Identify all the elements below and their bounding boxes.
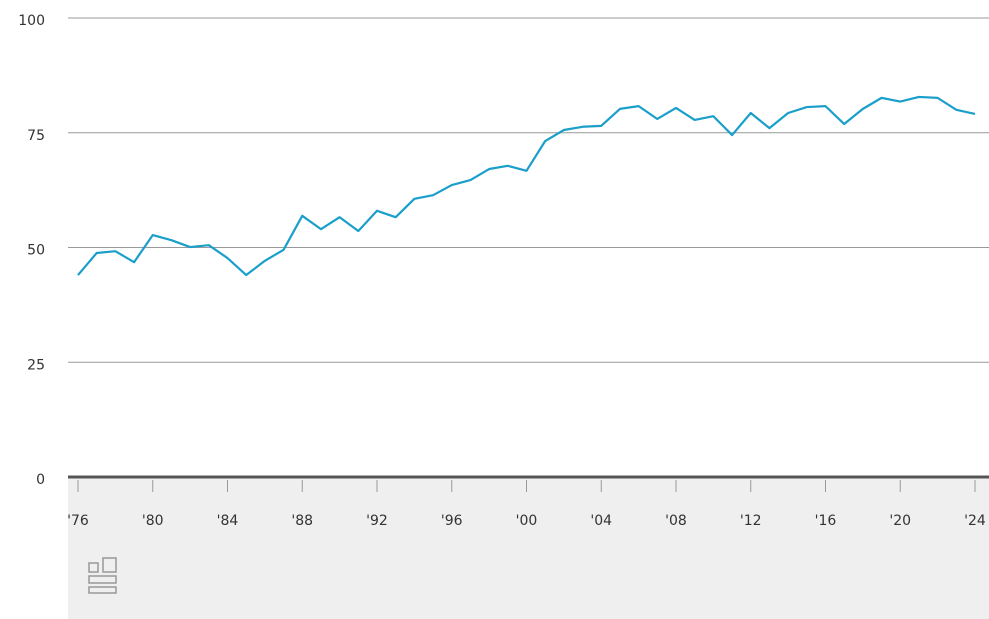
x-tick-label: '92 (366, 513, 388, 529)
x-tick-label: '12 (740, 513, 762, 529)
x-tick-label: '88 (291, 513, 313, 529)
y-tick-label: 50 (27, 243, 45, 259)
x-tick-label: '76 (67, 513, 89, 529)
x-tick-label: '80 (142, 513, 164, 529)
x-tick-label: '84 (217, 513, 239, 529)
x-tick-label: '96 (441, 513, 463, 529)
footer-band (68, 477, 989, 619)
series-line (77, 95, 976, 277)
x-tick-label: '16 (815, 513, 837, 529)
y-tick-label: 25 (27, 357, 45, 373)
logo (88, 557, 117, 594)
x-tick-label: '04 (590, 513, 612, 529)
y-tick-label: 100 (18, 13, 45, 29)
y-tick-label: 0 (36, 472, 45, 488)
x-tick-label: '24 (964, 513, 986, 529)
x-tick-label: '20 (889, 513, 911, 529)
x-tick-label: '08 (665, 513, 687, 529)
y-tick-label: 75 (27, 128, 45, 144)
x-tick-label: '00 (516, 513, 538, 529)
